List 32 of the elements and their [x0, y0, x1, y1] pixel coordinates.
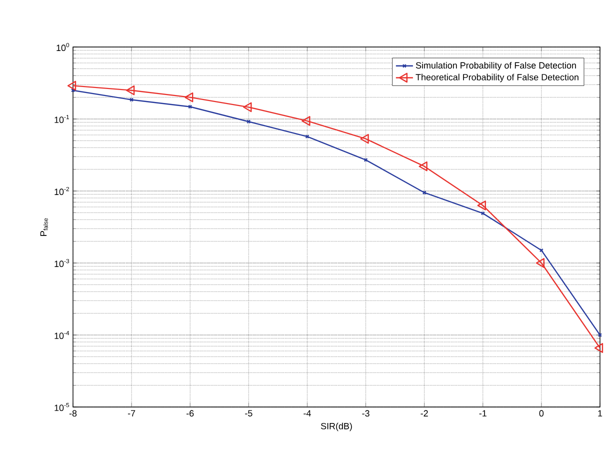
x-tick-label: -3 [362, 410, 370, 417]
x-tick-label: -8 [69, 410, 77, 417]
point [536, 258, 545, 268]
x-tick-label: -7 [128, 410, 136, 416]
y-tick-label: 10$^{-4}$ [54, 331, 70, 340]
y-tick-label: 10$^{-1}$ [54, 115, 70, 124]
y-tick-label: 10$^{-3}$ [54, 258, 70, 268]
y-tick-label: 10$^{0}$ [56, 42, 70, 52]
point [126, 85, 135, 96]
x-tick-label: -2 [420, 410, 428, 416]
legend-label: Simulation Probability of False Detection [416, 62, 576, 70]
point [594, 343, 604, 353]
x-tick-label: -4 [304, 410, 311, 416]
y-tick-label: 10$^{-5}$ [54, 403, 70, 412]
point [477, 200, 486, 210]
point [364, 158, 368, 162]
legend-label: Theoretical Probability of False Detection [416, 74, 578, 82]
x-axis-title: SIR(dB) [320, 422, 352, 432]
x-tick-label: 0 [539, 410, 544, 417]
x-tick-label: -5 [245, 410, 252, 416]
point [302, 116, 310, 126]
point [418, 161, 428, 172]
point [67, 80, 76, 91]
point [130, 98, 134, 102]
point [243, 102, 252, 112]
point [184, 92, 194, 102]
x-tick-label: -1 [479, 410, 486, 416]
point [360, 134, 369, 144]
y-axis-title: P$_{false}$ [40, 218, 48, 236]
y-tick-label: 10$^{-2}$ [54, 186, 70, 196]
x-tick-label: 1 [598, 410, 602, 416]
x-tick-label: -6 [186, 410, 194, 417]
